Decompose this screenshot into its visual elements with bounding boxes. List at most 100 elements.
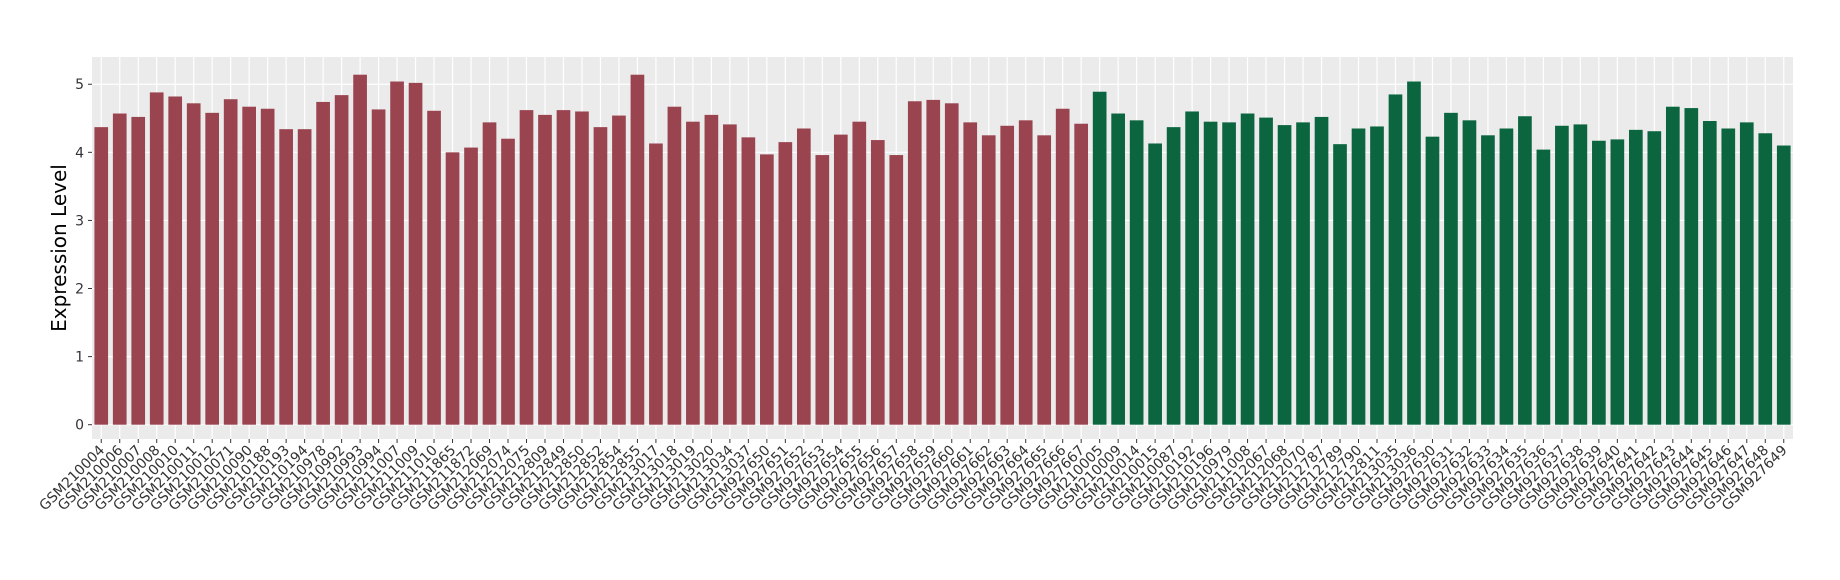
y-tick-label: 5 bbox=[75, 77, 84, 93]
bar bbox=[168, 96, 183, 425]
bar bbox=[1702, 121, 1717, 425]
bar bbox=[1592, 140, 1606, 425]
bar bbox=[260, 108, 275, 425]
bar bbox=[1185, 111, 1199, 425]
bar bbox=[1296, 122, 1310, 425]
bar bbox=[1665, 106, 1680, 425]
bar bbox=[1444, 112, 1458, 425]
bar bbox=[1333, 144, 1347, 425]
bar bbox=[94, 127, 109, 425]
bar bbox=[112, 113, 127, 425]
bar bbox=[981, 135, 996, 425]
bar bbox=[760, 154, 774, 425]
bar bbox=[316, 101, 330, 425]
bar bbox=[408, 82, 423, 425]
bar bbox=[464, 147, 478, 425]
bar bbox=[593, 127, 608, 425]
bar bbox=[427, 110, 441, 425]
bar bbox=[1462, 120, 1477, 425]
bar bbox=[1222, 122, 1236, 425]
bar bbox=[1111, 113, 1125, 425]
bar bbox=[1776, 145, 1791, 425]
bar bbox=[852, 121, 867, 425]
bar bbox=[649, 143, 663, 425]
bar bbox=[1037, 135, 1052, 425]
bar bbox=[815, 155, 830, 425]
bar bbox=[833, 134, 848, 425]
bar bbox=[944, 103, 959, 425]
bar bbox=[796, 128, 811, 425]
bar bbox=[1388, 94, 1403, 425]
bar bbox=[1277, 125, 1292, 425]
bar bbox=[1684, 108, 1699, 425]
bar bbox=[1758, 133, 1773, 425]
bar bbox=[1573, 124, 1588, 425]
y-tick-label: 2 bbox=[75, 282, 84, 298]
bar bbox=[704, 114, 719, 425]
bar bbox=[149, 92, 164, 425]
bar bbox=[205, 112, 220, 425]
bar bbox=[1370, 126, 1384, 425]
bar bbox=[242, 106, 256, 425]
bar bbox=[1000, 125, 1015, 425]
bar bbox=[870, 140, 885, 425]
bar bbox=[1240, 113, 1255, 425]
bar bbox=[186, 103, 201, 425]
bar bbox=[1499, 128, 1514, 425]
y-tick-label: 0 bbox=[75, 418, 84, 434]
bar bbox=[778, 142, 793, 425]
bar bbox=[1055, 108, 1070, 425]
bar bbox=[907, 101, 922, 425]
y-tick-label: 4 bbox=[75, 145, 84, 161]
bar bbox=[667, 106, 682, 425]
bar bbox=[223, 99, 238, 425]
bar bbox=[1092, 91, 1107, 425]
bar bbox=[390, 81, 404, 425]
bar bbox=[1129, 120, 1144, 425]
y-tick-label: 1 bbox=[75, 350, 84, 366]
bar bbox=[723, 124, 737, 425]
bar bbox=[445, 152, 460, 425]
bar bbox=[1425, 136, 1440, 425]
bar bbox=[1721, 128, 1736, 425]
bar bbox=[1203, 121, 1218, 425]
bar bbox=[741, 137, 756, 425]
y-tick-label: 3 bbox=[75, 213, 84, 229]
bar bbox=[630, 74, 645, 425]
bar bbox=[1314, 116, 1329, 425]
bar bbox=[334, 95, 349, 425]
bar bbox=[1647, 131, 1662, 425]
bar bbox=[279, 129, 293, 425]
bar bbox=[501, 138, 515, 425]
bar bbox=[612, 115, 626, 425]
bar bbox=[889, 155, 904, 425]
bar bbox=[1536, 149, 1551, 425]
bar bbox=[131, 116, 146, 425]
bar bbox=[371, 109, 386, 425]
bar bbox=[353, 74, 367, 425]
bar bbox=[1610, 139, 1625, 425]
bar bbox=[1555, 125, 1569, 425]
bar bbox=[1259, 117, 1273, 425]
bar bbox=[482, 122, 497, 425]
bar bbox=[1518, 116, 1532, 425]
bar bbox=[1629, 129, 1643, 425]
bar bbox=[963, 122, 978, 425]
bar bbox=[297, 129, 312, 425]
bar bbox=[1018, 120, 1033, 425]
bar bbox=[519, 110, 534, 425]
bar bbox=[556, 110, 571, 425]
bar bbox=[1166, 127, 1181, 425]
bar bbox=[1148, 143, 1162, 425]
bar bbox=[1407, 81, 1421, 425]
bar bbox=[1351, 128, 1366, 425]
bar bbox=[1074, 123, 1089, 425]
bar bbox=[538, 114, 552, 425]
bar bbox=[1739, 122, 1754, 425]
bar bbox=[926, 99, 941, 425]
bar bbox=[575, 111, 589, 425]
y-axis-label: Expression Level bbox=[47, 164, 71, 332]
bar bbox=[686, 121, 700, 425]
bar bbox=[1481, 135, 1495, 425]
